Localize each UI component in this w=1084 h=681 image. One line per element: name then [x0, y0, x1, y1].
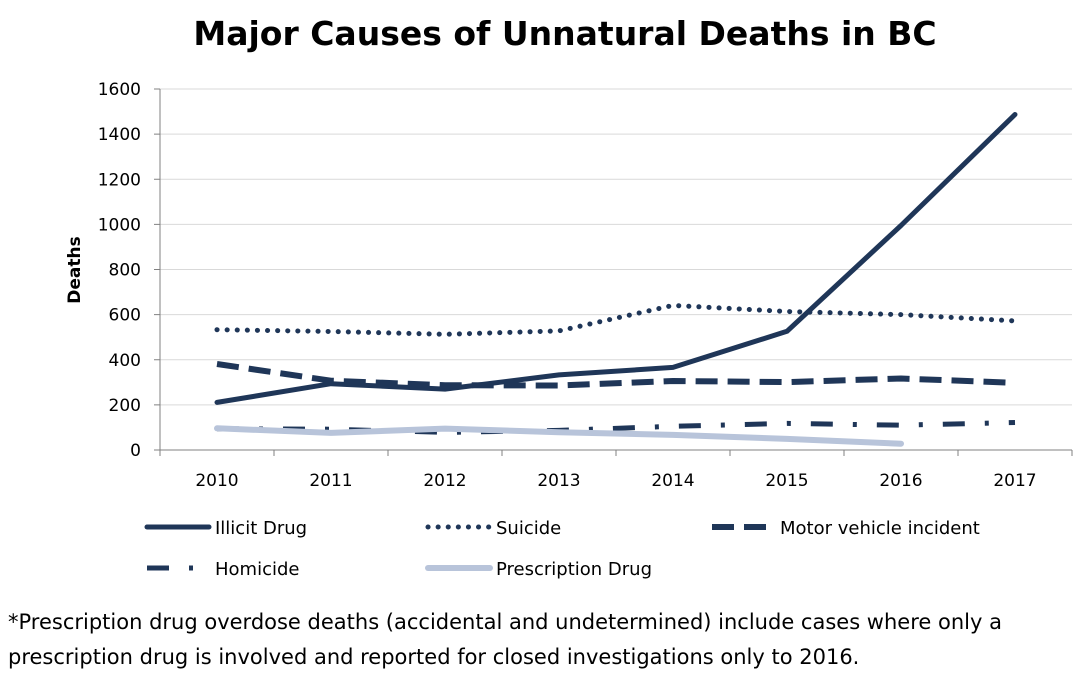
footnote: *Prescription drug overdose deaths (acci… [8, 610, 1002, 669]
legend-label: Motor vehicle incident [780, 518, 980, 539]
legend: Illicit Drug Suicide Motor vehicle inciden… [144, 518, 980, 580]
y-tick-label: 800 [109, 261, 141, 281]
y-tick-label: 0 [130, 441, 141, 461]
legend-label: Prescription Drug [496, 559, 652, 580]
legend-item-homicide[interactable]: Homicide [147, 559, 299, 580]
legend-item-illicit-drug[interactable]: Illicit Drug [144, 518, 307, 539]
series-line-illicit-drug [214, 112, 1018, 405]
y-axis-label: Deaths [65, 236, 85, 303]
legend-label: Illicit Drug [215, 518, 307, 539]
x-tick-label: 2014 [651, 471, 694, 491]
series-line-suicide [214, 302, 1018, 337]
x-tick-label: 2016 [879, 471, 922, 491]
series-lines [214, 112, 1018, 447]
y-tick-label: 1200 [98, 170, 141, 190]
y-tick-label: 400 [109, 351, 141, 371]
legend-item-motor-vehicle-incident[interactable]: Motor vehicle incident [712, 518, 980, 539]
chart-title: Major Causes of Unnatural Deaths in BC [193, 14, 937, 53]
legend-label: Homicide [215, 559, 299, 580]
y-tick-label: 1600 [98, 80, 141, 100]
y-tick-label: 600 [109, 306, 141, 326]
series-line-prescription-drug [214, 425, 904, 447]
series-line-motor-vehicle-incident [216, 361, 1016, 389]
x-tick-label: 2011 [309, 471, 352, 491]
y-tick-labels: 0 200 400 600 800 1000 1200 1400 1600 [98, 80, 141, 461]
x-tick-label: 2013 [537, 471, 580, 491]
legend-item-suicide[interactable]: Suicide [425, 518, 561, 539]
x-tick-label: 2015 [765, 471, 808, 491]
x-tick-label: 2017 [993, 471, 1036, 491]
y-tick-label: 1400 [98, 125, 141, 145]
x-tick-label: 2010 [195, 471, 238, 491]
x-tick-label: 2012 [423, 471, 466, 491]
y-tick-label: 200 [109, 396, 141, 416]
x-tick-labels: 2010 2011 2012 2013 2014 2015 2016 2017 [195, 471, 1036, 491]
axes [154, 88, 1073, 456]
legend-label: Suicide [496, 518, 561, 539]
legend-item-prescription-drug[interactable]: Prescription Drug [425, 559, 652, 580]
gridlines [160, 88, 1072, 406]
y-tick-label: 1000 [98, 215, 141, 235]
